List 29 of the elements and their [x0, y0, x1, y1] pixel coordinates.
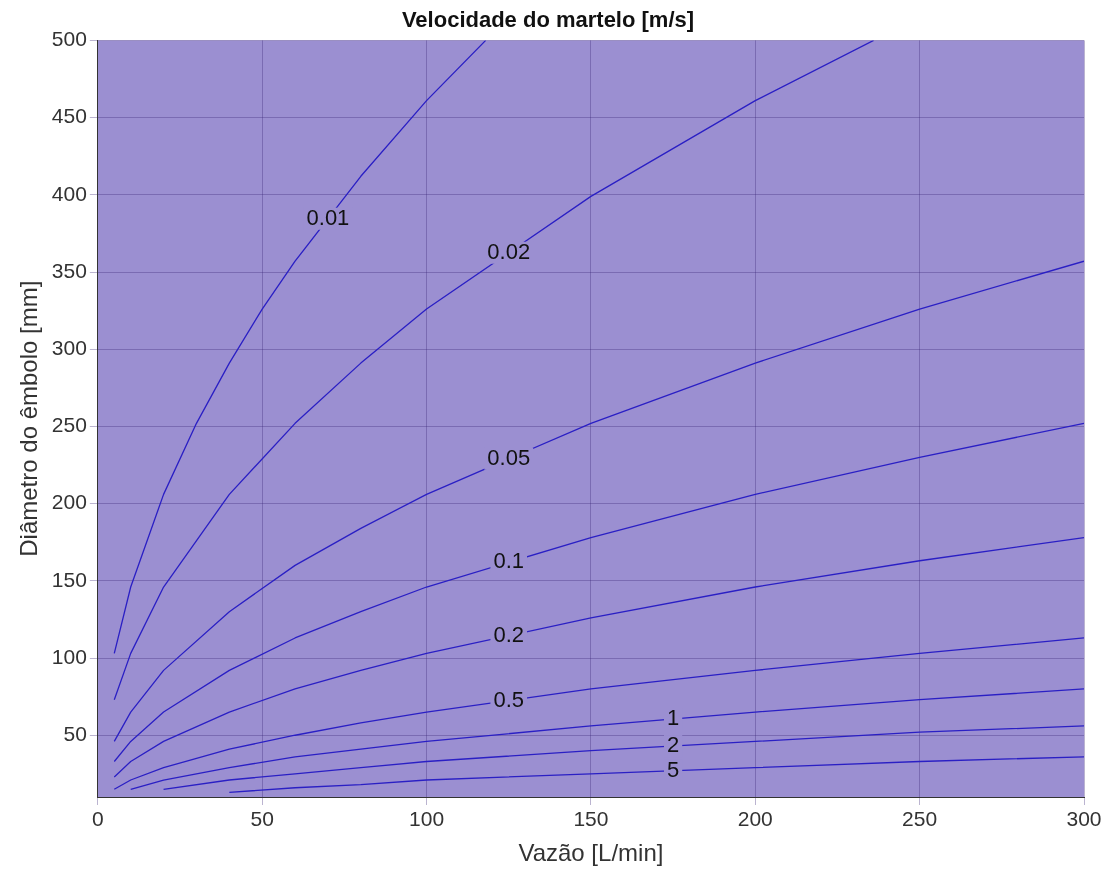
y-tick-label: 100 — [51, 644, 87, 668]
series-label: 1 — [666, 705, 680, 731]
chart-title: Velocidade do martelo [m/s] — [401, 7, 695, 33]
y-tick-label: 200 — [51, 490, 87, 514]
series-label: 0.02 — [487, 238, 531, 264]
y-tick-label: 150 — [51, 567, 87, 591]
y-tick-label: 350 — [51, 258, 87, 282]
x-tick-label: 0 — [91, 807, 104, 831]
y-tick-label: 450 — [51, 104, 87, 128]
series-label: 0.1 — [493, 548, 525, 574]
x-tick-label: 300 — [1066, 807, 1102, 831]
series-label: 0.01 — [306, 204, 350, 230]
series-label: 0.2 — [493, 621, 525, 647]
y-axis-title: Diâmetro do êmbolo [mm] — [15, 280, 43, 557]
y-tick-label: 50 — [63, 722, 87, 746]
y-tick-label: 400 — [51, 181, 87, 205]
y-tick-label: 500 — [51, 27, 87, 51]
x-tick-label: 250 — [902, 807, 938, 831]
x-tick-label: 150 — [573, 807, 609, 831]
series-label: 2 — [666, 732, 680, 758]
x-axis-title: Vazão [L/min] — [518, 839, 664, 867]
series-label: 0.05 — [487, 444, 531, 470]
y-tick-label: 250 — [51, 413, 87, 437]
x-tick-label: 100 — [409, 807, 445, 831]
series-label: 0.5 — [493, 686, 525, 712]
series-label: 5 — [666, 756, 680, 782]
x-tick-label: 200 — [737, 807, 773, 831]
x-tick-label: 50 — [250, 807, 274, 831]
y-tick-label: 300 — [51, 336, 87, 360]
